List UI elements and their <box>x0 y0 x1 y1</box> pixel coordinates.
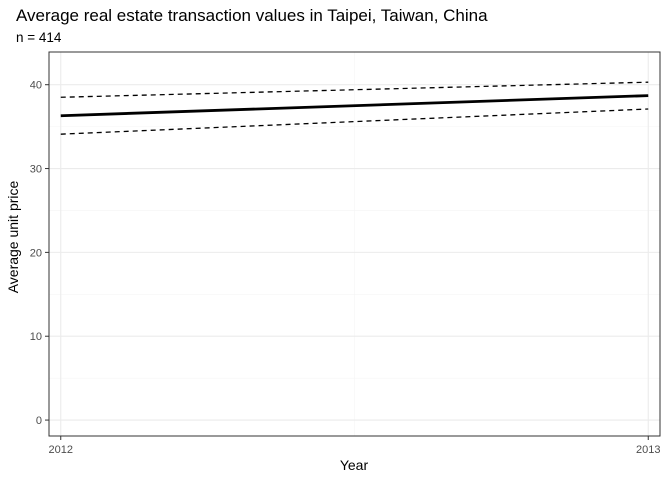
series-line-upper-bound <box>60 81 649 98</box>
y-tick-label: 30 <box>30 164 42 176</box>
y-axis-title: Average unit price <box>5 180 21 293</box>
series-line-lower-bound <box>60 108 649 135</box>
chart-subtitle: n = 414 <box>16 30 62 45</box>
plot-area: 0 10 20 30 40 2012 2013 <box>30 51 661 456</box>
y-tick-label: 10 <box>30 331 42 343</box>
x-axis-title: Year <box>340 457 369 473</box>
x-tick-label: 2012 <box>49 444 73 456</box>
panel-border <box>48 51 661 437</box>
series-line-fit <box>60 94 649 118</box>
x-tick-label: 2013 <box>636 444 660 456</box>
y-tick-label: 20 <box>30 247 42 259</box>
y-tick-label: 40 <box>30 80 42 92</box>
y-tick-label: 0 <box>36 415 42 427</box>
chart-title: Average real estate transaction values i… <box>16 6 488 25</box>
